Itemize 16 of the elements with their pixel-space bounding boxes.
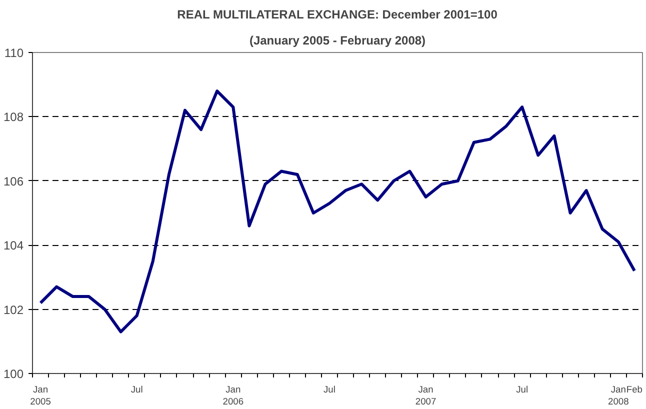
- x-tick-label: Jul: [130, 384, 143, 394]
- y-tick-label: 102: [3, 302, 24, 317]
- x-tick-label: Jul: [516, 384, 528, 394]
- y-tick-label: 104: [3, 238, 24, 253]
- chart-title: REAL MULTILATERAL EXCHANGE: December 2001=100: [177, 8, 498, 22]
- y-tick-label: 110: [4, 46, 24, 60]
- y-tick-label: 106: [3, 174, 24, 188]
- chart-subtitle: (January 2005 - February 2008): [249, 34, 426, 48]
- x-tick-label: Jan 2007: [415, 384, 436, 406]
- y-tick-label: 100: [3, 367, 24, 381]
- x-tick-label: Jul: [324, 384, 336, 394]
- line-series: [39, 90, 636, 334]
- y-tick-label: 108: [3, 110, 24, 124]
- x-tick-label: Jan 2006: [222, 384, 244, 406]
- x-tick-label: Jan 2005: [30, 384, 51, 406]
- x-tick-label: Feb: [626, 384, 643, 394]
